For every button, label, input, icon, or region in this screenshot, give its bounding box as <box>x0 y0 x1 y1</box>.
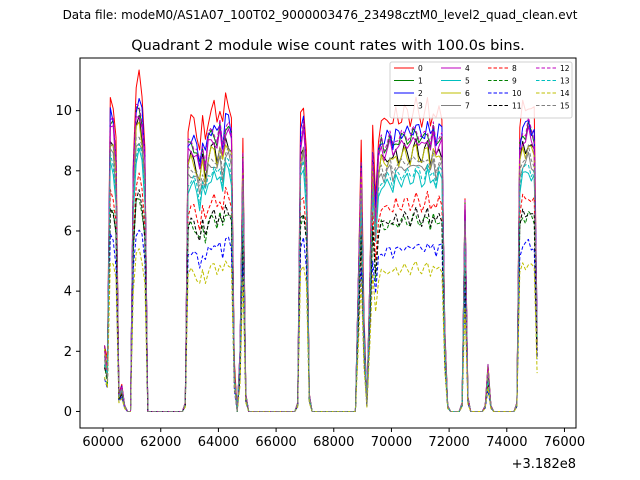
series-line-15 <box>104 136 538 412</box>
legend-label-9: 9 <box>512 76 517 85</box>
legend-label-12: 12 <box>560 64 570 73</box>
series-line-7 <box>104 142 538 412</box>
legend-label-11: 11 <box>512 101 522 110</box>
legend-label-5: 5 <box>465 76 470 85</box>
figure-suptitle: Data file: modeM0/AS1A07_100T02_90000034… <box>62 8 578 22</box>
series-line-9 <box>104 198 538 412</box>
y-axis: 0 2 4 6 8 10 <box>55 104 80 420</box>
x-tick-label: 68000 <box>313 435 354 450</box>
series-line-12 <box>104 103 538 412</box>
y-tick-label: 6 <box>64 224 72 239</box>
x-offset-label: +3.182e8 <box>512 457 576 472</box>
x-tick-label: 76000 <box>544 435 585 450</box>
legend-label-15: 15 <box>560 101 570 110</box>
x-tick-label: 70000 <box>371 435 412 450</box>
x-tick-label: 64000 <box>198 435 239 450</box>
series-line-8 <box>104 172 538 412</box>
series-line-14 <box>104 248 538 412</box>
y-tick-label: 0 <box>64 405 72 420</box>
legend-label-2: 2 <box>418 89 423 98</box>
legend-label-13: 13 <box>560 76 570 85</box>
legend-label-3: 3 <box>418 101 423 110</box>
legend-label-14: 14 <box>560 89 570 98</box>
series-line-0 <box>104 69 538 412</box>
legend-label-4: 4 <box>465 64 470 73</box>
plot-frame <box>79 57 577 429</box>
y-tick-label: 8 <box>64 164 72 179</box>
series-line-1 <box>104 106 538 412</box>
x-tick-label: 74000 <box>486 435 527 450</box>
series-line-10 <box>104 229 538 412</box>
series-line-6 <box>104 121 538 412</box>
legend-label-6: 6 <box>465 89 470 98</box>
y-tick-label: 10 <box>55 104 72 119</box>
series-line-5 <box>104 147 538 412</box>
series-line-13 <box>104 143 538 412</box>
legend-box <box>389 61 573 119</box>
y-tick-label: 2 <box>64 345 72 360</box>
legend-label-8: 8 <box>512 64 517 73</box>
x-tick-label: 72000 <box>428 435 469 450</box>
series-line-2 <box>104 98 538 412</box>
x-tick-label: 62000 <box>140 435 181 450</box>
legend-label-7: 7 <box>465 101 470 110</box>
legend-label-10: 10 <box>512 89 522 98</box>
series-line-4 <box>104 116 538 412</box>
series-line-11 <box>104 189 538 412</box>
x-axis: 60000 62000 64000 66000 68000 70000 72000 74000… <box>82 428 585 450</box>
legend-label-1: 1 <box>418 76 423 85</box>
series-layer <box>104 69 538 412</box>
legend-label-0: 0 <box>418 64 423 73</box>
x-tick-label: 60000 <box>82 435 123 450</box>
x-tick-label: 66000 <box>255 435 296 450</box>
y-tick-label: 4 <box>64 285 72 300</box>
series-line-3 <box>104 115 538 412</box>
chart-title: Quadrant 2 module wise count rates with … <box>131 38 525 54</box>
